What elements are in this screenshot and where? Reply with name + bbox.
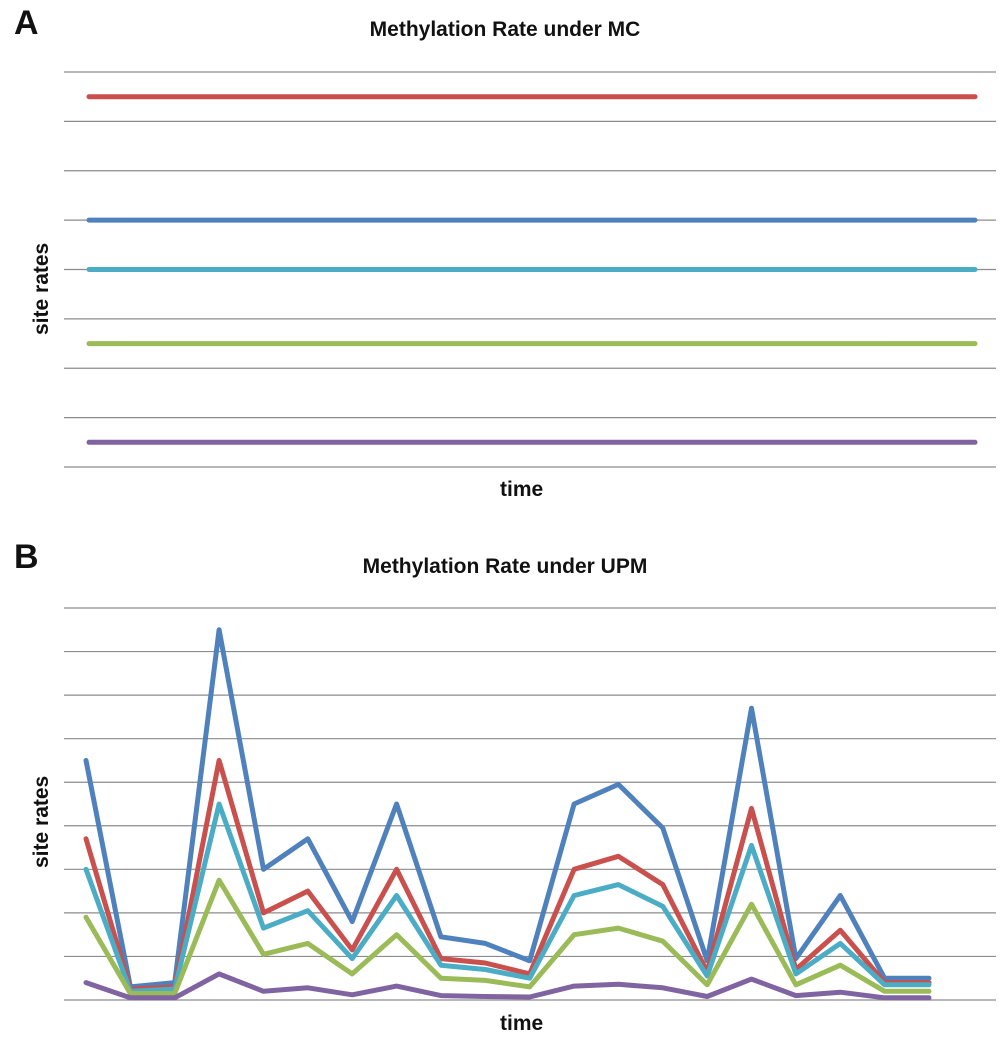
series-line-b-1 (83, 627, 932, 990)
series-line-b-4 (83, 877, 932, 996)
panel-letter-b: B (14, 538, 39, 576)
series-line-b-2 (83, 757, 932, 992)
chart-title-a: Methylation Rate under MC (369, 18, 641, 41)
series-line-b-5 (83, 971, 932, 1001)
chart-title-b: Methylation Rate under UPM (362, 555, 648, 578)
series-line-b-3 (83, 801, 932, 994)
panel-letter-a: A (14, 4, 39, 42)
x-axis-label-b: time (500, 1012, 544, 1035)
x-axis-label-a: time (500, 478, 544, 501)
